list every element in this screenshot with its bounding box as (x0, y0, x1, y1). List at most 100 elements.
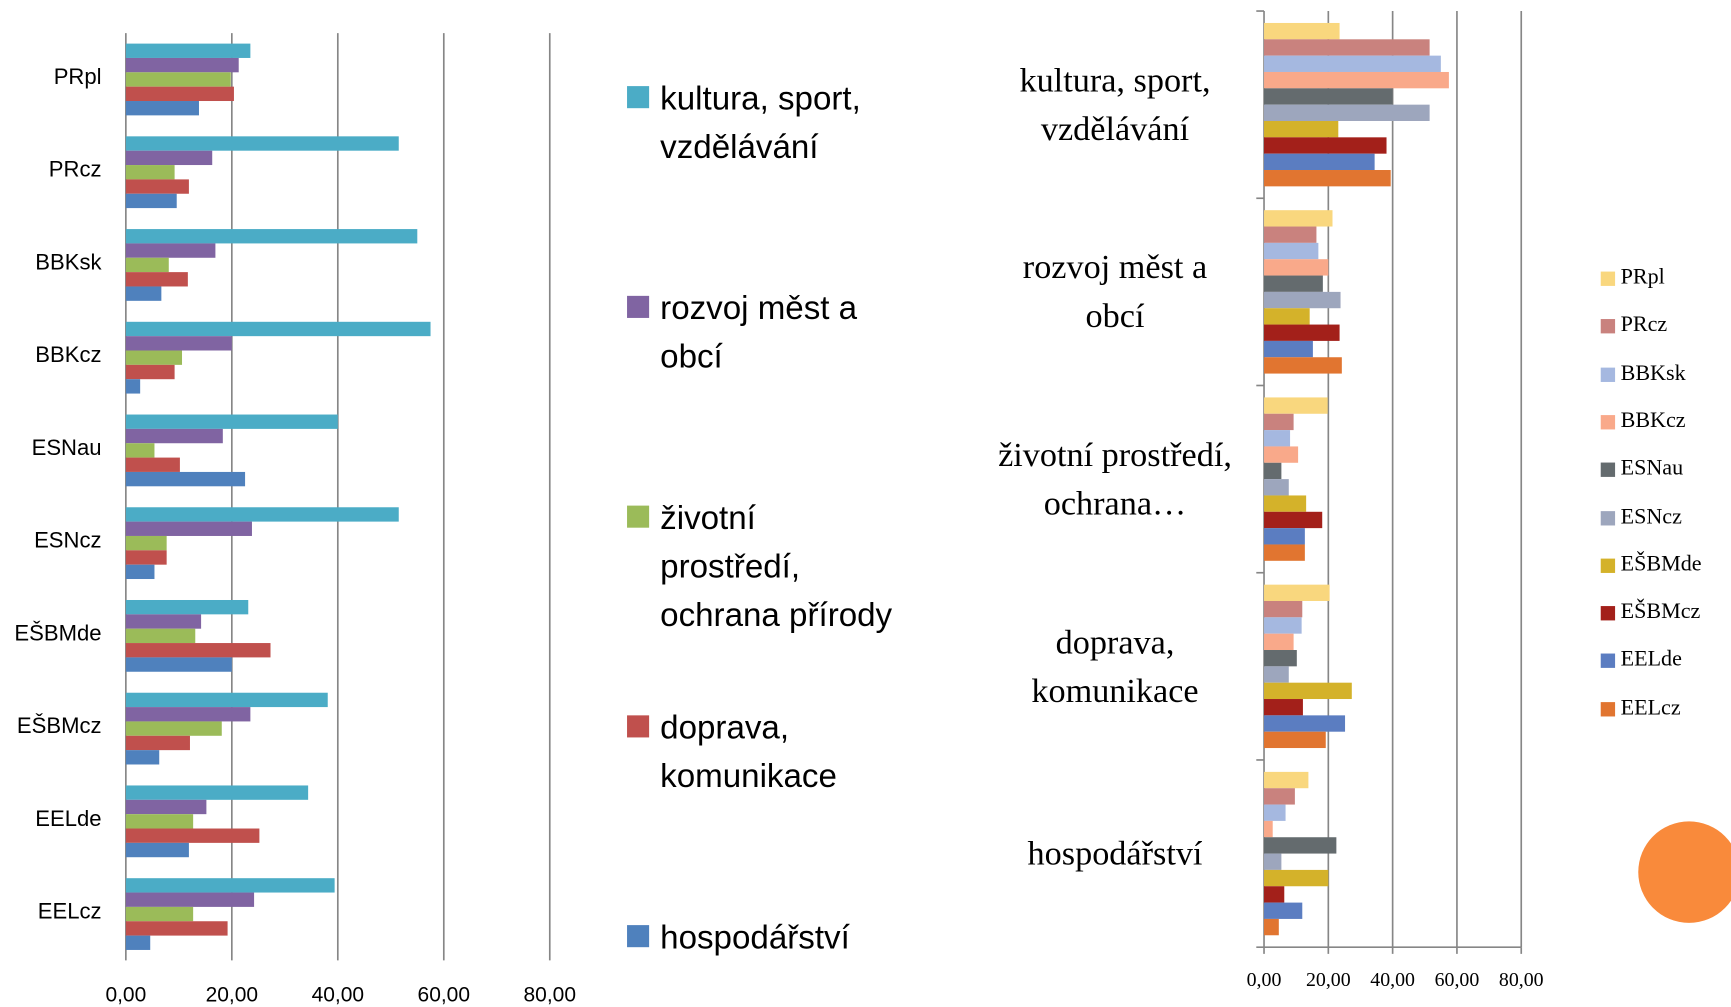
y-tick-label: hospodářství (1027, 833, 1203, 873)
bar (125, 286, 162, 301)
bar (1264, 462, 1282, 480)
bar (125, 321, 431, 337)
legend-swatch (1600, 271, 1616, 286)
legend-label: EŠBMcz (1620, 599, 1701, 624)
bar (1264, 666, 1289, 683)
bar (125, 229, 418, 244)
x-tick-label: 40,00 (312, 983, 364, 1006)
bar (1264, 71, 1449, 89)
bar (125, 564, 155, 580)
bar (1264, 771, 1309, 789)
bar (1264, 495, 1307, 512)
bar (1264, 357, 1342, 374)
x-tick-label: 60,00 (418, 983, 470, 1006)
y-tick-label: doprava, komunikace (1031, 622, 1199, 710)
bar (1264, 88, 1393, 105)
bar (1264, 137, 1387, 154)
y-tick-label: BBKcz (35, 343, 102, 368)
x-tick-label: 0,00 (105, 983, 146, 1006)
bar (1264, 120, 1339, 138)
bar (125, 614, 202, 629)
bar (125, 150, 213, 166)
bar (1264, 226, 1317, 243)
bar (1264, 682, 1352, 700)
bar (125, 828, 260, 843)
bar (1264, 511, 1323, 529)
bar (125, 193, 177, 209)
legend-swatch (1600, 414, 1616, 430)
y-tick-label: EŠBMde (14, 621, 102, 646)
bar (125, 906, 194, 922)
bar (1264, 39, 1430, 56)
bar (1264, 650, 1297, 667)
x-tick-label: 20,00 (206, 983, 258, 1006)
bar (125, 165, 175, 180)
bar (125, 599, 249, 615)
bar (1264, 715, 1346, 732)
bar (1264, 104, 1430, 121)
y-tick-label: životní prostředí, ochrana… (998, 434, 1232, 523)
bar (1264, 699, 1303, 716)
legend-label: hospodářství (660, 919, 850, 957)
bar (125, 428, 223, 444)
x-tick-label: 40,00 (1370, 969, 1415, 991)
bar (1264, 544, 1305, 561)
bar (1264, 853, 1282, 870)
y-tick-label: BBKsk (35, 250, 102, 275)
bar (125, 814, 194, 829)
legend-label: EELcz (1620, 695, 1681, 720)
bar (125, 785, 309, 800)
x-tick-label: 80,00 (524, 983, 576, 1006)
bar (125, 101, 199, 116)
bar (1264, 340, 1313, 358)
bar (125, 692, 328, 708)
bar (125, 43, 251, 58)
bar (1264, 479, 1289, 496)
bar (125, 379, 141, 394)
bar (125, 550, 167, 565)
bar (125, 350, 183, 365)
bar (125, 628, 196, 644)
bar (125, 57, 239, 73)
bar (125, 443, 155, 458)
bar (1264, 600, 1303, 618)
legend-label: PRpl (1620, 264, 1665, 290)
bar (125, 457, 180, 472)
bar (125, 921, 228, 936)
bar (125, 136, 399, 151)
y-tick-label: ESNcz (34, 528, 102, 554)
legend-swatch (1600, 510, 1616, 525)
bar (125, 643, 271, 658)
bar (125, 878, 335, 893)
bar (1264, 528, 1305, 545)
legend-swatch (627, 505, 650, 528)
bar (1264, 242, 1319, 260)
bar (1264, 820, 1273, 838)
bar (1264, 804, 1286, 821)
y-tick-label: ESNau (31, 436, 102, 461)
legend-swatch (1600, 558, 1616, 573)
bar (125, 72, 231, 87)
bar (125, 750, 160, 765)
bar (125, 735, 190, 751)
y-tick-label: EŠBMcz (16, 714, 102, 739)
y-tick-label: kultura, sport, vzdělávání (1019, 60, 1211, 148)
bar (125, 243, 216, 258)
bar (1264, 584, 1330, 601)
y-tick-label: EELcz (37, 899, 102, 925)
legend-swatch (627, 715, 650, 738)
y-tick-label: rozvoj měst a obcí (1022, 247, 1208, 335)
bar (125, 364, 175, 380)
legend-label: kultura, sport, vzdělávání (660, 80, 861, 166)
bar (1264, 308, 1310, 325)
bar (1264, 170, 1391, 187)
bar (1264, 210, 1333, 227)
legend-label: EŠBMde (1620, 551, 1702, 577)
bar (1264, 731, 1326, 749)
x-tick-label: 0,00 (1247, 969, 1282, 991)
y-tick-label: PRpl (53, 65, 102, 90)
x-tick-label: 60,00 (1435, 969, 1480, 991)
